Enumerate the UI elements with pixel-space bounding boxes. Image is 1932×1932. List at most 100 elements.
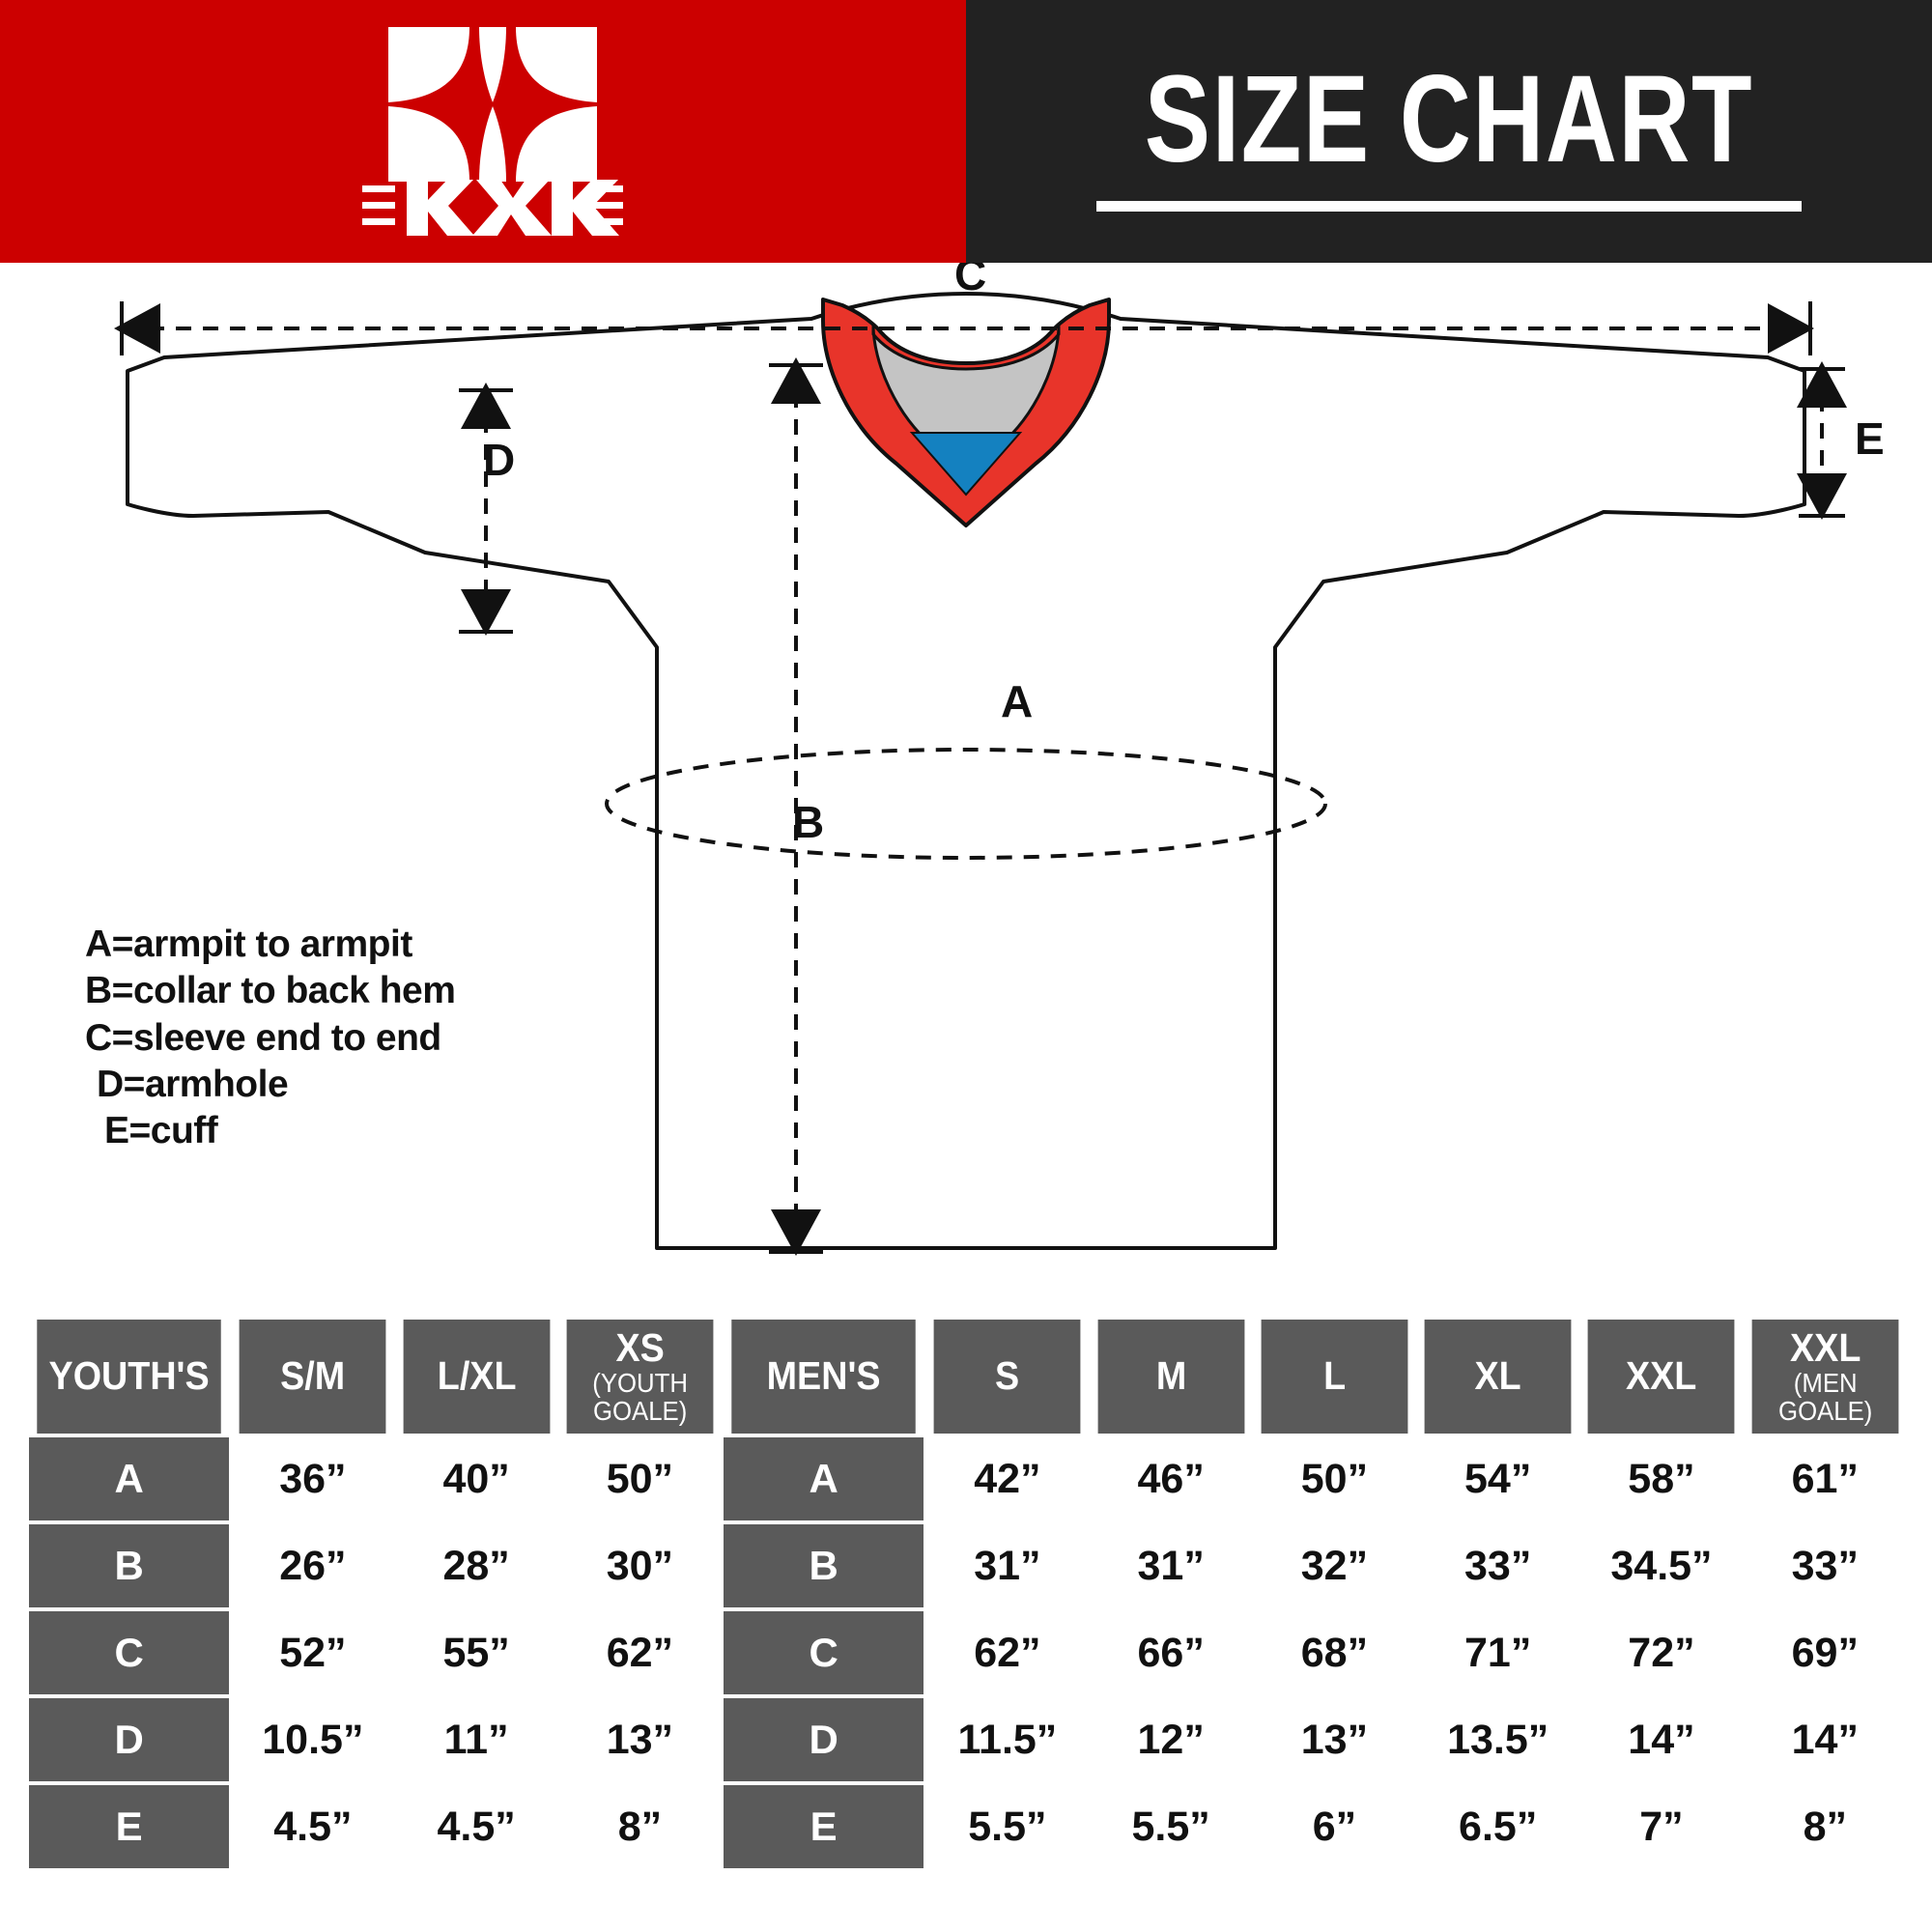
cell-men-d-1: 12” bbox=[1091, 1698, 1251, 1781]
row-label-youth-e: E bbox=[29, 1785, 230, 1868]
title-underline bbox=[1096, 200, 1802, 212]
cell-men-d-5: 14” bbox=[1745, 1698, 1905, 1781]
title-panel: SIZE CHART bbox=[966, 0, 1932, 263]
dimension-e bbox=[1797, 361, 1847, 520]
cell-youth-b-0: 26” bbox=[233, 1524, 393, 1607]
legend-item-e: E=cuff bbox=[104, 1110, 218, 1152]
cell-men-b-3: 33” bbox=[1418, 1524, 1578, 1607]
header-men-m: M bbox=[1097, 1320, 1245, 1434]
cell-youth-c-2: 62” bbox=[559, 1611, 721, 1694]
header-youth-sm: S/M bbox=[239, 1320, 386, 1434]
label-c: C bbox=[954, 263, 986, 299]
header-men-xxl-goale-sub: (MEN GOALE) bbox=[1777, 1367, 1872, 1426]
cell-youth-d-0: 10.5” bbox=[233, 1698, 393, 1781]
row-label-men-c: C bbox=[724, 1611, 924, 1694]
table-row: B 26” 28” 30” B 31” 31” 32” 33” 34.5” 33… bbox=[29, 1524, 1905, 1607]
page-header: SIZE CHART bbox=[0, 0, 1932, 263]
dimension-d bbox=[459, 383, 513, 636]
kxk-logo bbox=[362, 23, 623, 241]
label-b: B bbox=[792, 797, 824, 847]
size-table-wrap: YOUTH'S S/M L/XL XS (YOUTH GOALE) MEN'S … bbox=[25, 1316, 1909, 1872]
cell-men-e-0: 5.5” bbox=[927, 1785, 1088, 1868]
header-men-xxl: XXL bbox=[1587, 1320, 1735, 1434]
cell-youth-a-0: 36” bbox=[233, 1437, 393, 1520]
cell-men-c-0: 62” bbox=[927, 1611, 1088, 1694]
measurement-legend: A=armpit to armpit B=collar to back hem … bbox=[85, 922, 456, 1155]
cell-youth-a-2: 50” bbox=[559, 1437, 721, 1520]
kxk-wordmark bbox=[362, 179, 623, 236]
cell-youth-c-1: 55” bbox=[396, 1611, 556, 1694]
legend-item-d: D=armhole bbox=[97, 1064, 289, 1106]
cell-men-d-4: 14” bbox=[1581, 1698, 1742, 1781]
header-men-l: L bbox=[1261, 1320, 1408, 1434]
cell-men-c-1: 66” bbox=[1091, 1611, 1251, 1694]
cell-men-b-1: 31” bbox=[1091, 1524, 1251, 1607]
dimension-b bbox=[769, 357, 823, 1256]
cell-men-d-0: 11.5” bbox=[927, 1698, 1088, 1781]
legend-item-a: A=armpit to armpit bbox=[85, 923, 412, 965]
brand-panel bbox=[0, 0, 966, 263]
cell-youth-e-2: 8” bbox=[559, 1785, 721, 1868]
dimension-a bbox=[605, 748, 1327, 860]
cell-men-e-3: 6.5” bbox=[1418, 1785, 1578, 1868]
cell-men-b-5: 33” bbox=[1745, 1524, 1905, 1607]
cell-men-a-5: 61” bbox=[1745, 1437, 1905, 1520]
size-table: YOUTH'S S/M L/XL XS (YOUTH GOALE) MEN'S … bbox=[25, 1316, 1909, 1872]
row-label-men-b: B bbox=[724, 1524, 924, 1607]
cell-men-c-3: 71” bbox=[1418, 1611, 1578, 1694]
cell-youth-d-1: 11” bbox=[396, 1698, 556, 1781]
row-label-youth-d: D bbox=[29, 1698, 230, 1781]
cell-men-b-0: 31” bbox=[927, 1524, 1088, 1607]
cell-men-c-2: 68” bbox=[1254, 1611, 1415, 1694]
cell-men-d-3: 13.5” bbox=[1418, 1698, 1578, 1781]
cell-youth-c-0: 52” bbox=[233, 1611, 393, 1694]
cell-youth-b-2: 30” bbox=[559, 1524, 721, 1607]
cell-youth-e-1: 4.5” bbox=[396, 1785, 556, 1868]
header-youth-xs: XS (YOUTH GOALE) bbox=[566, 1320, 714, 1434]
row-label-youth-a: A bbox=[29, 1437, 230, 1520]
label-d: D bbox=[483, 435, 515, 485]
row-label-men-e: E bbox=[724, 1785, 924, 1868]
cell-men-c-5: 69” bbox=[1745, 1611, 1905, 1694]
cell-men-e-4: 7” bbox=[1581, 1785, 1742, 1868]
cell-men-a-2: 50” bbox=[1254, 1437, 1415, 1520]
cell-youth-b-1: 28” bbox=[396, 1524, 556, 1607]
header-youths: YOUTH'S bbox=[37, 1320, 221, 1434]
row-label-youth-c: C bbox=[29, 1611, 230, 1694]
cell-men-e-1: 5.5” bbox=[1091, 1785, 1251, 1868]
legend-item-b: B=collar to back hem bbox=[85, 970, 456, 1012]
cell-men-a-1: 46” bbox=[1091, 1437, 1251, 1520]
table-header-row: YOUTH'S S/M L/XL XS (YOUTH GOALE) MEN'S … bbox=[29, 1320, 1905, 1434]
cell-youth-d-2: 13” bbox=[559, 1698, 721, 1781]
cell-men-b-2: 32” bbox=[1254, 1524, 1415, 1607]
table-row: C 52” 55” 62” C 62” 66” 68” 71” 72” 69” bbox=[29, 1611, 1905, 1694]
cell-youth-e-0: 4.5” bbox=[233, 1785, 393, 1868]
cell-men-e-2: 6” bbox=[1254, 1785, 1415, 1868]
header-mens: MEN'S bbox=[731, 1320, 916, 1434]
header-youth-xs-sub: (YOUTH GOALE) bbox=[592, 1367, 688, 1426]
legend-item-c: C=sleeve end to end bbox=[85, 1016, 441, 1059]
dimension-c bbox=[114, 301, 1814, 355]
row-label-men-a: A bbox=[724, 1437, 924, 1520]
header-men-xl: XL bbox=[1424, 1320, 1572, 1434]
jersey-technical-drawing: C D E A B bbox=[114, 263, 1885, 1256]
row-label-youth-b: B bbox=[29, 1524, 230, 1607]
cell-men-a-0: 42” bbox=[927, 1437, 1088, 1520]
table-row: D 10.5” 11” 13” D 11.5” 12” 13” 13.5” 14… bbox=[29, 1698, 1905, 1781]
table-row: E 4.5” 4.5” 8” E 5.5” 5.5” 6” 6.5” 7” 8” bbox=[29, 1785, 1905, 1868]
jersey-diagram: C D E A B A=armpit to armpit B=collar to… bbox=[0, 263, 1932, 1302]
label-a: A bbox=[1001, 676, 1033, 726]
page-title: SIZE CHART bbox=[1144, 49, 1754, 188]
cell-men-a-3: 54” bbox=[1418, 1437, 1578, 1520]
kxk-hourglass-icon bbox=[388, 26, 597, 182]
cell-men-e-5: 8” bbox=[1745, 1785, 1905, 1868]
header-men-xxl-goale: XXL (MEN GOALE) bbox=[1751, 1320, 1899, 1434]
label-e: E bbox=[1855, 413, 1885, 464]
cell-men-a-4: 58” bbox=[1581, 1437, 1742, 1520]
cell-men-d-2: 13” bbox=[1254, 1698, 1415, 1781]
cell-youth-a-1: 40” bbox=[396, 1437, 556, 1520]
cell-men-b-4: 34.5” bbox=[1581, 1524, 1742, 1607]
table-row: A 36” 40” 50” A 42” 46” 50” 54” 58” 61” bbox=[29, 1437, 1905, 1520]
header-youth-xs-main: XS bbox=[615, 1324, 665, 1370]
row-label-men-d: D bbox=[724, 1698, 924, 1781]
